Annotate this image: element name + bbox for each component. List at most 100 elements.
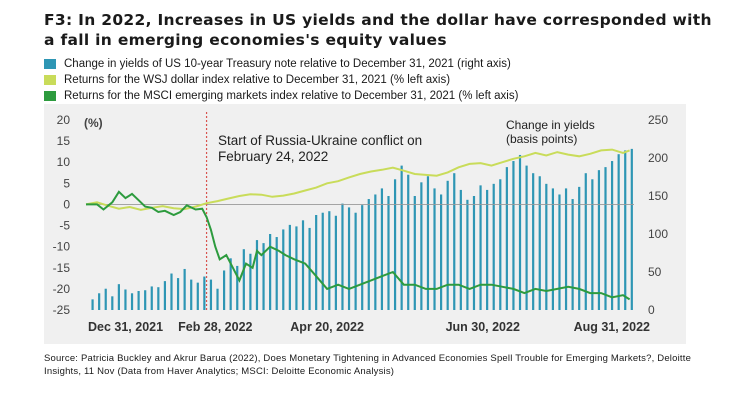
yield-bar (532, 173, 535, 310)
yield-bar (262, 243, 265, 310)
yield-bar (282, 229, 285, 310)
left-tick-label: -15 (53, 261, 71, 275)
right-tick-label: 50 (648, 265, 662, 279)
x-tick-label: Aug 31, 2022 (574, 320, 650, 334)
yield-bar (249, 253, 252, 310)
legend: Change in yields of US 10-year Treasury … (44, 56, 724, 104)
yield-bar (236, 265, 239, 310)
yield-bar (170, 273, 173, 310)
chart-title: F3: In 2022, Increases in US yields and … (44, 11, 712, 49)
yield-bar (512, 161, 515, 310)
yield-bar (163, 281, 167, 310)
yield-bar (564, 188, 568, 310)
legend-item-dollar: Returns for the WSJ dollar index relativ… (44, 72, 724, 88)
yield-bar (433, 188, 436, 310)
yield-bar (472, 196, 476, 310)
dollar-index-line (85, 148, 630, 211)
yield-bar (505, 167, 508, 310)
yield-bar (610, 161, 614, 310)
annotation-conflict-line1: Start of Russia-Ukraine conflict on (218, 133, 422, 148)
yield-bar (624, 150, 627, 310)
yield-bar (630, 148, 633, 310)
yield-bar (176, 278, 180, 310)
yield-bar (525, 165, 528, 310)
yield-bar (91, 299, 94, 310)
yield-bar (275, 237, 278, 310)
yield-bar (361, 205, 364, 310)
x-tick-label: Apr 20, 2022 (290, 320, 364, 334)
legend-item-yields: Change in yields of US 10-year Treasury … (44, 56, 724, 72)
yield-bar (269, 234, 272, 310)
yield-bar (124, 289, 127, 310)
yield-bar (150, 286, 153, 310)
yield-bar (578, 186, 581, 310)
x-tick-label: Feb 28, 2022 (178, 320, 252, 334)
yield-bar (117, 284, 120, 310)
yield-bar (466, 199, 469, 310)
yield-bar (196, 282, 199, 310)
right-tick-label: 150 (648, 189, 668, 203)
legend-label-yields: Change in yields of US 10-year Treasury … (64, 58, 511, 70)
left-axis-unit: (%) (84, 116, 103, 130)
yield-bar (538, 176, 541, 310)
legend-swatch-msci (44, 91, 56, 101)
yield-bar (341, 203, 344, 310)
yield-bar (407, 174, 410, 310)
yield-bar (301, 220, 305, 310)
left-tick-label: -5 (59, 219, 70, 233)
left-tick-label: -20 (53, 282, 71, 296)
legend-label-msci: Returns for the MSCI emerging markets in… (64, 90, 519, 102)
yield-bar (144, 290, 147, 310)
right-axis-ticks: 250 200 150 100 50 0 (648, 113, 668, 317)
left-tick-label: -25 (53, 303, 71, 317)
annotation-conflict-line2: February 24, 2022 (218, 149, 328, 164)
yield-bar (321, 212, 324, 310)
yield-bar (288, 224, 291, 310)
yield-bar (209, 279, 213, 310)
right-tick-label: 250 (648, 113, 668, 127)
yield-bar (104, 288, 107, 310)
source-note: Source: Patricia Buckley and Akrur Barua… (44, 353, 692, 377)
yield-bar (190, 279, 193, 310)
left-tick-label: -10 (53, 240, 71, 254)
yield-bar (459, 189, 462, 310)
yield-bar (295, 226, 298, 310)
yield-bar (486, 189, 489, 310)
yield-bar (328, 211, 331, 310)
left-tick-label: 20 (57, 113, 71, 127)
yield-bar (111, 296, 114, 310)
x-axis-ticks: Dec 31, 2021 Feb 28, 2022 Apr 20, 2022 Jun … (88, 320, 650, 334)
yield-bar (315, 215, 318, 310)
left-tick-label: 5 (63, 176, 70, 190)
right-tick-label: 0 (648, 303, 655, 317)
yield-bar (203, 276, 206, 310)
annotation-yields-line1: Change in yields (506, 118, 595, 132)
left-tick-label: 10 (57, 155, 71, 169)
yield-bar (400, 165, 403, 310)
yield-bar (440, 194, 443, 310)
yield-bar (157, 287, 160, 310)
msci-em-line (86, 190, 631, 301)
yield-bar (584, 173, 587, 310)
yield-bar (242, 249, 245, 310)
yield-bar (479, 185, 482, 310)
yield-bar (545, 183, 548, 310)
yield-bar (518, 154, 522, 310)
yield-bar (255, 240, 259, 310)
yield-bar (617, 154, 620, 310)
yield-bar (393, 179, 397, 310)
annotation-yields-line2: (basis points) (506, 132, 577, 146)
right-tick-label: 100 (648, 227, 668, 241)
yield-bar (229, 258, 232, 310)
left-tick-label: 15 (57, 134, 71, 148)
yield-bar (380, 188, 384, 310)
yield-bar (387, 196, 390, 310)
yield-bar (222, 270, 226, 310)
legend-swatch-yields (44, 59, 56, 69)
yield-bar (216, 288, 219, 310)
yield-bar (597, 170, 601, 310)
yield-bar (367, 199, 370, 310)
legend-item-msci: Returns for the MSCI emerging markets in… (44, 88, 724, 104)
yield-bar (492, 183, 495, 310)
